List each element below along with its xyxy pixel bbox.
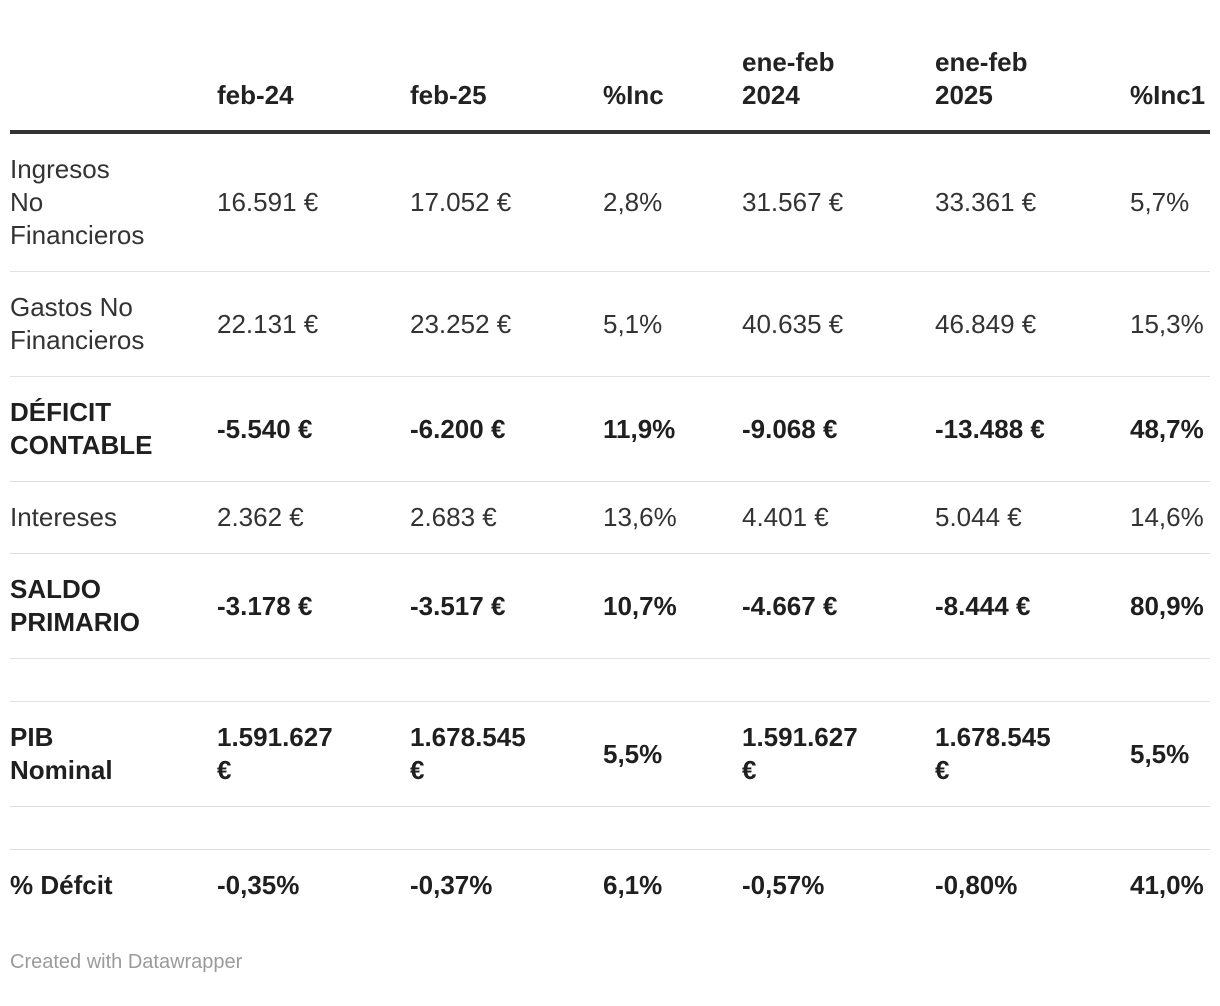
table-row: Intereses 2.362 € 2.683 € 13,6% 4.401 € 5.044… (10, 482, 1210, 554)
column-header: ene-feb 2025 (935, 47, 1028, 110)
spacer-row (10, 807, 1210, 850)
table-row: Gastos No Financieros 22.131 € 23.252 € 5,1… (10, 272, 1210, 377)
table-cell: 33.361 € (935, 187, 1037, 217)
header-row: feb-24 feb-25 %Inc ene-feb 2024 ene-feb 2025… (10, 0, 1210, 132)
table-cell: 17.052 € (410, 187, 512, 217)
table-cell: 16.591 € (217, 187, 319, 217)
table-cell: -4.667 € (742, 590, 838, 621)
table-cell: 13,6% (603, 502, 677, 532)
table-cell: 48,7% (1130, 413, 1204, 444)
table-cell: 14,6% (1130, 502, 1204, 532)
table-cell: 5,7% (1130, 187, 1190, 217)
row-label: DÉFICIT CONTABLE (10, 397, 153, 460)
row-label (10, 659, 217, 702)
table-cell: -6.200 € (410, 413, 506, 444)
table-cell: -3.178 € (217, 590, 313, 621)
table-cell (742, 659, 935, 702)
table-cell (410, 659, 603, 702)
row-label: Gastos No Financieros (10, 292, 145, 355)
row-label: Intereses (10, 502, 117, 532)
table-cell: -0,37% (410, 870, 493, 900)
table-cell: 5,5% (603, 738, 663, 769)
column-header: %Inc (603, 80, 664, 110)
table-cell (410, 807, 603, 850)
row-label: SALDO PRIMARIO (10, 574, 140, 637)
table-row: DÉFICIT CONTABLE -5.540 € -6.200 € 11,9% -9.… (10, 377, 1210, 482)
table-cell: -0,57% (742, 870, 825, 900)
column-header: feb-25 (410, 80, 487, 110)
table-cell: 2,8% (603, 187, 663, 217)
table-row: Ingresos No Financieros 16.591 € 17.052 € 2… (10, 132, 1210, 272)
row-label: PIB Nominal (10, 722, 113, 785)
table-cell: 80,9% (1130, 590, 1204, 621)
row-label-header (10, 0, 217, 132)
table-row: SALDO PRIMARIO -3.178 € -3.517 € 10,7% -4.66… (10, 554, 1210, 659)
datawrapper-credit[interactable]: Created with Datawrapper (10, 951, 243, 973)
table-cell: 10,7% (603, 590, 677, 621)
table-cell: 40.635 € (742, 308, 844, 339)
table-cell: -0,80% (935, 870, 1018, 900)
table-cell: 1.678.545 € (410, 722, 526, 785)
table-cell (935, 807, 1130, 850)
table-cell (217, 807, 410, 850)
table-cell: 2.683 € (410, 502, 497, 532)
spacer-row (10, 659, 1210, 702)
table-cell (217, 659, 410, 702)
table-cell: 1.591.627 € (742, 722, 858, 785)
table-cell: -0,35% (217, 870, 300, 900)
column-header: ene-feb 2024 (742, 47, 835, 110)
table-cell (603, 807, 742, 850)
table-cell: 31.567 € (742, 187, 844, 217)
table-cell: 11,9% (603, 413, 676, 444)
row-label (10, 807, 217, 850)
table-cell (742, 807, 935, 850)
table-cell: -8.444 € (935, 590, 1031, 621)
table-cell (1130, 807, 1210, 850)
table-header: feb-24 feb-25 %Inc ene-feb 2024 ene-feb 2025… (10, 0, 1210, 132)
table-cell (603, 659, 742, 702)
table-cell: 5.044 € (935, 502, 1022, 532)
table-cell: 46.849 € (935, 308, 1037, 339)
table-cell: 5,1% (603, 308, 663, 339)
data-table: feb-24 feb-25 %Inc ene-feb 2024 ene-feb 2025… (10, 0, 1210, 921)
table-cell: 6,1% (603, 870, 663, 900)
table-cell: 5,5% (1130, 738, 1190, 769)
row-label: Ingresos No Financieros (10, 154, 145, 250)
table-body: Ingresos No Financieros 16.591 € 17.052 € 2… (10, 132, 1210, 921)
table-cell: 1.678.545 € (935, 722, 1051, 785)
column-header: %Inc1 (1130, 80, 1206, 110)
table-cell: 22.131 € (217, 308, 319, 339)
table-cell: -3.517 € (410, 590, 506, 621)
table-cell: 23.252 € (410, 308, 512, 339)
table-cell: 2.362 € (217, 502, 304, 532)
table-cell: 15,3% (1130, 308, 1204, 339)
table-cell (935, 659, 1130, 702)
table-cell: 4.401 € (742, 502, 829, 532)
column-header: feb-24 (217, 80, 294, 110)
table-row: % Défcit -0,35% -0,37% 6,1% -0,57% -0,80% 41,0… (10, 850, 1210, 922)
table-cell: 41,0% (1130, 870, 1204, 900)
table-cell: -5.540 € (217, 413, 313, 444)
table-cell: 1.591.627 € (217, 722, 333, 785)
table-row: PIB Nominal 1.591.627 € 1.678.545 € 5,5% 1.5… (10, 702, 1210, 807)
row-label: % Défcit (10, 870, 113, 900)
table-cell: -13.488 € (935, 413, 1045, 444)
table-cell: -9.068 € (742, 413, 838, 444)
table-cell (1130, 659, 1210, 702)
